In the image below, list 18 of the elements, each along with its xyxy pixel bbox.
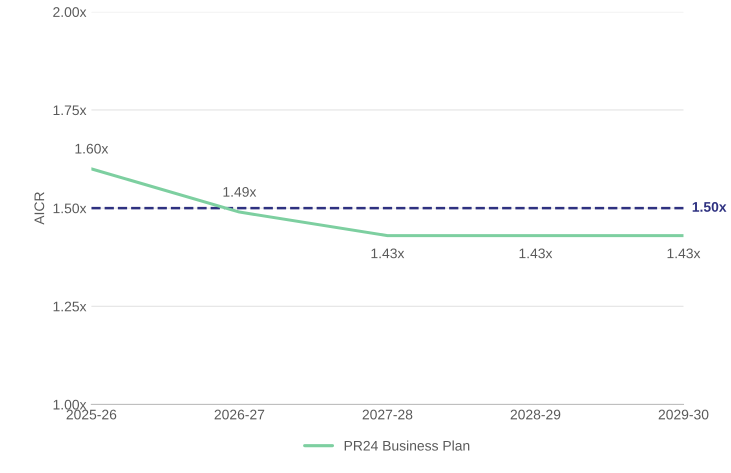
legend-label: PR24 Business Plan: [344, 440, 470, 451]
y-tick-label: 1.25x: [54, 302, 86, 312]
y-tick-label: 1.50x: [54, 203, 86, 214]
y-axis-title: AICR: [34, 192, 44, 225]
data-label: 1.49x: [223, 186, 256, 197]
y-tick-label: 1.00x: [54, 400, 86, 410]
y-tick-label: 2.00x: [53, 7, 86, 17]
data-label: 1.43x: [372, 248, 404, 258]
data-label: 1.60x: [75, 144, 108, 154]
x-tick-label: 2029-30: [658, 410, 708, 420]
data-label: 1.43x: [668, 248, 700, 258]
x-tick-label: 2027-28: [362, 410, 412, 420]
x-tick-label: 2026-27: [214, 410, 264, 420]
data-label: 1.43x: [520, 248, 552, 258]
x-tick-label: 2025-26: [66, 410, 116, 420]
x-tick-label: 2028-29: [510, 410, 560, 420]
y-tick-label: 1.75x: [54, 105, 86, 116]
ref-line-label: 1.50x: [692, 202, 726, 212]
